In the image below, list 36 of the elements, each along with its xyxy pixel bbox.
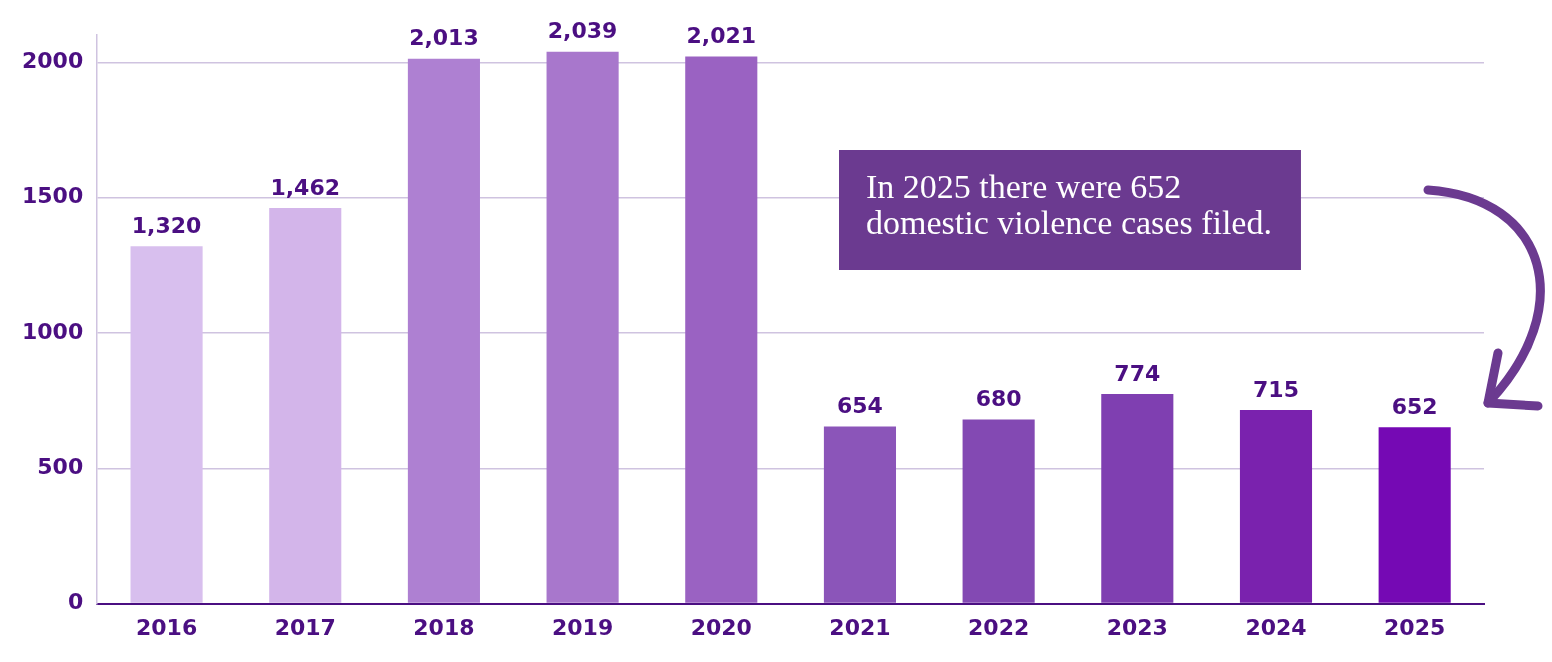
- data-label: 652: [1391, 393, 1438, 419]
- bar: [1239, 410, 1313, 603]
- x-tick-label: 2023: [1106, 614, 1168, 640]
- x-tick-label: 2020: [690, 614, 752, 640]
- x-tick-label: 2021: [829, 614, 891, 640]
- data-label: 2,039: [547, 18, 618, 44]
- bar: [407, 58, 480, 603]
- y-tick-label: 0: [67, 589, 84, 615]
- bar: [130, 246, 203, 603]
- x-tick-label: 2016: [135, 614, 198, 640]
- y-tick-label: 1000: [22, 318, 84, 344]
- data-label: 715: [1253, 376, 1299, 402]
- x-tick-label: 2019: [551, 614, 614, 640]
- bar: [962, 419, 1035, 603]
- x-tick-label: 2022: [968, 614, 1030, 640]
- data-label: 2,013: [409, 25, 479, 51]
- bar: [823, 426, 897, 603]
- data-label: 1,462: [270, 174, 341, 200]
- data-label: 2,021: [686, 23, 757, 49]
- annotation: In 2025 there were 652 domestic violence cases filed.: [866, 167, 1272, 241]
- data-label: 1,320: [131, 213, 202, 239]
- x-tick-label: 2025: [1384, 614, 1446, 640]
- data-label: 654: [836, 393, 883, 419]
- bar: [269, 207, 342, 603]
- bar: [685, 56, 758, 603]
- data-label: 680: [975, 386, 1022, 412]
- x-tick-label: 2024: [1245, 614, 1307, 640]
- data-label: 774: [1114, 360, 1161, 386]
- bar: [1378, 427, 1451, 603]
- bar: [1101, 394, 1174, 603]
- x-tick-label: 2017: [274, 614, 336, 640]
- bar: [546, 51, 619, 603]
- y-tick-label: 2000: [22, 47, 84, 73]
- y-tick-label: 1500: [22, 183, 84, 209]
- x-tick-label: 2018: [413, 614, 475, 640]
- y-tick-label: 500: [37, 453, 84, 479]
